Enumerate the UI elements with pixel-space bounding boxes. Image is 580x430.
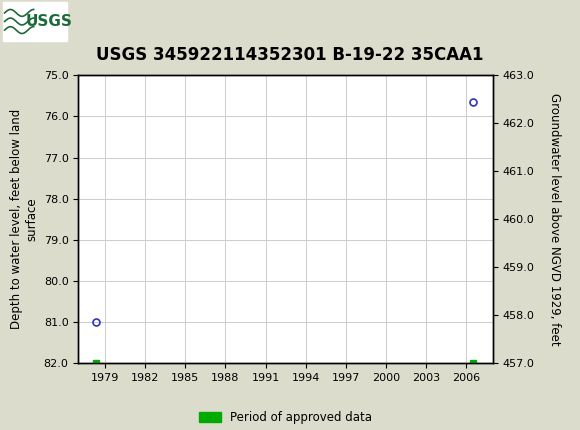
Y-axis label: Groundwater level above NGVD 1929, feet: Groundwater level above NGVD 1929, feet (549, 93, 561, 346)
FancyBboxPatch shape (3, 2, 67, 41)
Text: USGS: USGS (26, 14, 72, 29)
Text: USGS 345922114352301 B-19-22 35CAA1: USGS 345922114352301 B-19-22 35CAA1 (96, 46, 484, 64)
Legend: Period of approved data: Period of approved data (194, 407, 377, 429)
Y-axis label: Depth to water level, feet below land
surface: Depth to water level, feet below land su… (10, 109, 38, 329)
